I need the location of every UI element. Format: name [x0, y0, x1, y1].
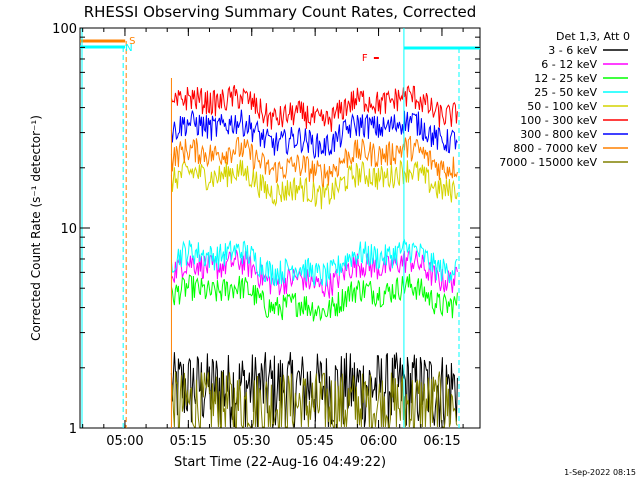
y-tick-label: 10	[60, 222, 77, 237]
f-marker-label: F	[362, 53, 368, 64]
n-marker-label: N	[125, 43, 132, 54]
series-line	[170, 109, 458, 160]
series-line	[170, 159, 458, 210]
marker-layer: SN F	[80, 28, 480, 428]
legend-entry-label: 12 - 25 keV	[534, 72, 597, 85]
render-timestamp: 1-Sep-2022 08:15	[564, 468, 636, 477]
legend-entry-label: 50 - 100 keV	[527, 100, 597, 113]
series-line	[171, 249, 458, 299]
legend-entry-label: 300 - 800 keV	[520, 128, 597, 141]
y-tick-label: 1	[69, 422, 77, 437]
s-marker-label: S	[129, 36, 135, 47]
series-line	[170, 273, 458, 322]
x-tick-label: 05:45	[296, 434, 333, 449]
series-line	[170, 85, 458, 132]
chart-title: RHESSI Observing Summary Count Rates, Co…	[84, 3, 477, 21]
data-layer	[170, 78, 458, 428]
x-tick-label: 06:15	[423, 434, 460, 449]
x-tick-label: 06:00	[360, 434, 397, 449]
y-tick-label: 100	[52, 22, 77, 37]
series-line	[170, 371, 458, 428]
x-tick-label: 05:30	[233, 434, 270, 449]
x-tick-label: 05:00	[106, 434, 143, 449]
legend-entry-label: 6 - 12 keV	[541, 58, 597, 71]
legend-title: Det 1,3, Att 0	[556, 30, 630, 43]
legend-entry-label: 100 - 300 keV	[520, 114, 597, 127]
legend-entry-label: 7000 - 15000 keV	[499, 156, 597, 169]
legend-entry-label: 3 - 6 keV	[548, 44, 597, 57]
y-axis-ticks: 1 10 100	[52, 22, 480, 437]
x-axis-ticks: 05:00 05:15 05:30 05:45 06:00 06:15	[82, 28, 464, 449]
legend-entry-label: 800 - 7000 keV	[513, 142, 597, 155]
series-line	[170, 238, 458, 287]
x-tick-label: 05:15	[170, 434, 207, 449]
legend-entry-label: 25 - 50 keV	[534, 86, 597, 99]
y-axis-label: Corrected Count Rate (s⁻¹ detector⁻¹)	[29, 115, 43, 341]
x-axis-label: Start Time (22-Aug-16 04:49:22)	[174, 455, 386, 470]
series-line	[170, 135, 458, 188]
f-marker-tick	[373, 57, 379, 59]
